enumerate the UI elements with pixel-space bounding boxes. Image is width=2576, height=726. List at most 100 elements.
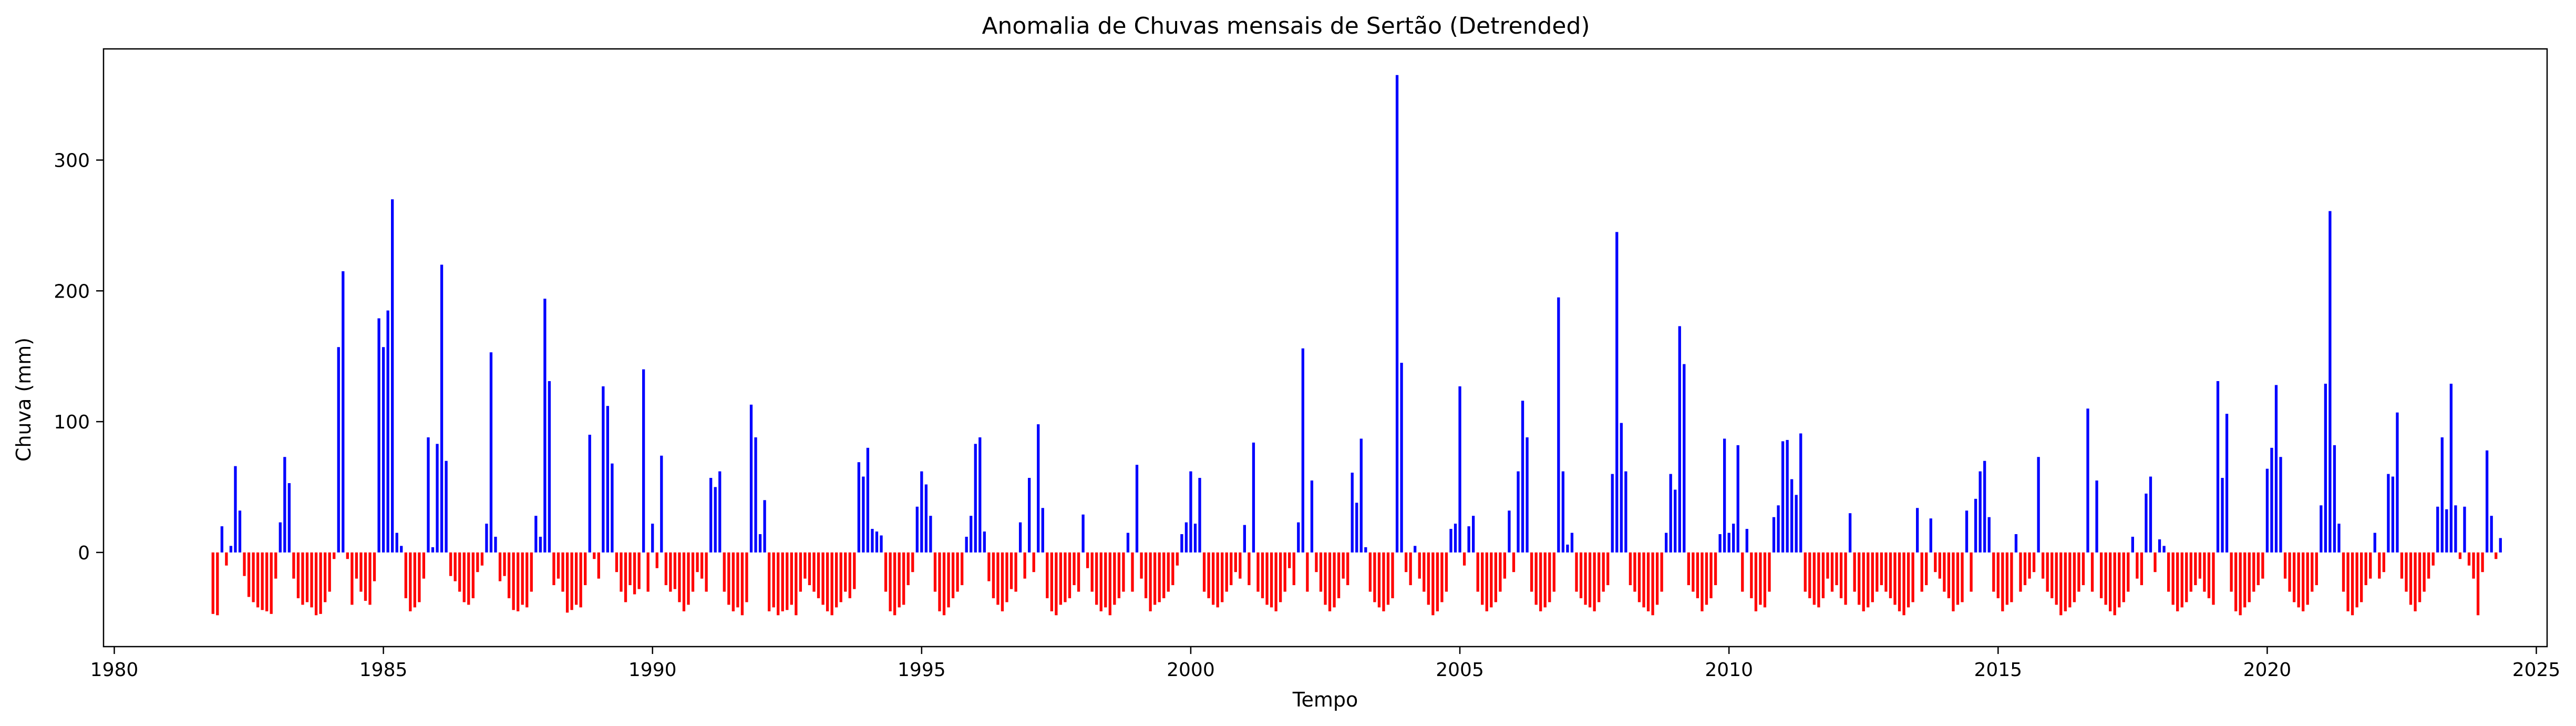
bar xyxy=(570,552,573,610)
bar xyxy=(2378,552,2381,579)
bar xyxy=(1678,326,1681,553)
bar xyxy=(2118,552,2121,608)
bar xyxy=(1517,471,1520,553)
bar xyxy=(606,406,610,553)
bar xyxy=(709,478,713,553)
bar xyxy=(265,552,269,611)
bar xyxy=(1458,386,1461,553)
bar xyxy=(745,552,748,602)
bar xyxy=(1279,552,1282,602)
bar xyxy=(777,552,780,616)
bar xyxy=(956,552,959,592)
x-tick-label: 2010 xyxy=(1705,659,1753,681)
bar xyxy=(696,552,699,572)
bar xyxy=(1871,552,1874,602)
bar xyxy=(579,552,582,608)
bar xyxy=(1198,478,1201,553)
bar xyxy=(2140,552,2144,586)
bar xyxy=(1884,552,1888,592)
bar xyxy=(1391,552,1394,598)
bar xyxy=(216,552,219,616)
bar xyxy=(1221,552,1224,602)
bar xyxy=(494,537,497,553)
bar xyxy=(1876,552,1879,592)
bar xyxy=(826,552,829,611)
bar xyxy=(1476,552,1479,592)
bar xyxy=(1364,547,1367,553)
bar xyxy=(377,318,380,553)
bar xyxy=(1961,552,1964,602)
bar xyxy=(651,524,654,553)
bar xyxy=(584,552,587,586)
bar xyxy=(1351,473,1354,553)
bar xyxy=(2167,552,2170,592)
bar xyxy=(1064,552,1067,602)
bar xyxy=(1974,498,1977,553)
bar xyxy=(987,552,991,581)
bar xyxy=(1234,552,1237,572)
bar xyxy=(1202,552,1206,592)
bar xyxy=(1620,423,1623,553)
bar xyxy=(1889,552,1892,598)
bar xyxy=(2005,552,2008,605)
bar xyxy=(1701,552,1704,611)
bar xyxy=(1637,552,1641,602)
bar xyxy=(2086,408,2089,553)
bar xyxy=(2051,552,2054,598)
bar xyxy=(1359,438,1363,553)
bar xyxy=(2261,552,2264,579)
bar xyxy=(2454,505,2457,553)
bar xyxy=(1014,552,1017,592)
bar xyxy=(736,552,739,608)
bar xyxy=(1490,552,1493,608)
bar xyxy=(2059,552,2063,616)
bar xyxy=(687,552,690,605)
bar xyxy=(1534,552,1538,605)
bar xyxy=(978,437,982,553)
bar xyxy=(1090,552,1094,592)
bar xyxy=(507,552,511,598)
bar xyxy=(400,546,403,553)
bar xyxy=(803,552,807,579)
bar xyxy=(2292,552,2296,602)
bar xyxy=(2171,552,2175,605)
bar xyxy=(1368,552,1372,592)
bar xyxy=(642,369,645,553)
bar xyxy=(673,552,677,589)
bar xyxy=(319,552,322,614)
bar xyxy=(1499,552,1502,592)
bar xyxy=(1692,552,1695,592)
bar xyxy=(1732,524,1735,553)
bar xyxy=(471,552,475,598)
bar xyxy=(2248,552,2251,602)
bar xyxy=(915,506,919,553)
bar xyxy=(1947,552,1951,598)
bar xyxy=(620,552,623,592)
bar xyxy=(1709,552,1713,598)
bar xyxy=(449,552,452,576)
bar xyxy=(324,552,327,602)
bar xyxy=(1907,552,1910,608)
bar xyxy=(418,552,421,602)
bar xyxy=(678,552,681,602)
bar xyxy=(279,522,282,553)
bar xyxy=(1584,552,1587,605)
bar xyxy=(1575,552,1578,592)
bar xyxy=(1952,552,1955,611)
bar xyxy=(2010,552,2013,602)
bar xyxy=(880,535,883,553)
bar xyxy=(2109,552,2112,611)
bar xyxy=(2476,552,2480,616)
bar xyxy=(1539,552,1542,611)
bar xyxy=(2136,552,2139,579)
bar xyxy=(485,524,488,553)
bar xyxy=(628,552,632,586)
bar xyxy=(848,552,851,598)
bar xyxy=(2333,445,2336,553)
bar xyxy=(1781,441,1785,553)
bar xyxy=(884,552,888,592)
bar xyxy=(727,552,730,605)
bar xyxy=(543,299,547,553)
bar xyxy=(2373,533,2376,553)
bar xyxy=(1270,552,1273,608)
